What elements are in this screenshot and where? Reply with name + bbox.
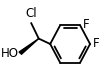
Polygon shape <box>19 39 39 54</box>
Text: Cl: Cl <box>25 7 37 20</box>
Text: F: F <box>83 18 89 31</box>
Text: F: F <box>93 38 99 50</box>
Text: HO: HO <box>1 47 19 60</box>
